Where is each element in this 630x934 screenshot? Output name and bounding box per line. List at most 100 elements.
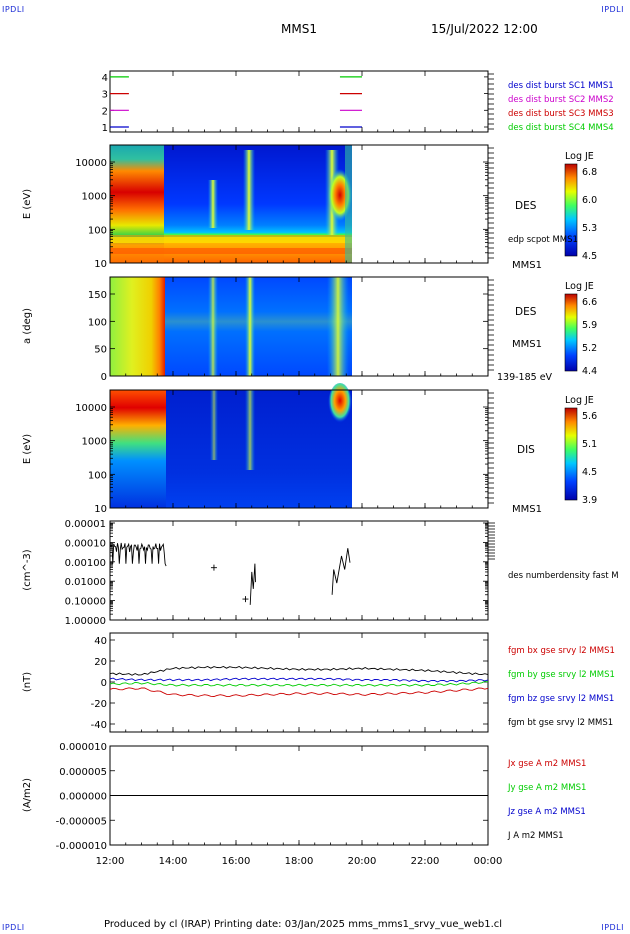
y-tick-label: 0 bbox=[101, 678, 107, 689]
y-tick-label: 100 bbox=[88, 470, 107, 481]
colorbar-tick-label: 6.0 bbox=[582, 195, 597, 206]
y-tick-label: 0.000000 bbox=[59, 792, 107, 803]
panel-frame bbox=[109, 70, 489, 133]
y-tick-label: 150 bbox=[88, 290, 107, 301]
corner-logo-top-left: IPDLI bbox=[2, 5, 25, 14]
colorbar-title: Log JE bbox=[565, 281, 594, 292]
legend-entry: des dist burst SC1 MMS1 bbox=[508, 81, 614, 91]
legend-entry: des dist burst SC4 MMS4 bbox=[508, 123, 614, 133]
y-tick-label: 0.10000 bbox=[65, 597, 106, 608]
y-tick-label: -0.000005 bbox=[56, 816, 107, 827]
x-tick-label: 22:00 bbox=[411, 856, 440, 867]
density-series-line bbox=[331, 548, 351, 595]
y-tick-label: 2 bbox=[102, 106, 108, 117]
y-tick-label: 0.000005 bbox=[59, 767, 107, 778]
y-tick-label: 1000 bbox=[82, 437, 107, 448]
instrument-label: DES bbox=[515, 200, 537, 212]
panel-frame bbox=[109, 632, 489, 733]
colorbar-tick-label: 5.3 bbox=[582, 223, 597, 234]
colorbar-tick-label: 5.6 bbox=[582, 411, 597, 422]
legend-entry: Jx gse A m2 MMS1 bbox=[507, 759, 586, 769]
colorbar-tick-label: 6.6 bbox=[582, 297, 597, 308]
density-point bbox=[210, 564, 217, 571]
colorbar-title: Log JE bbox=[565, 151, 594, 162]
y-tick-label: 1.00000 bbox=[65, 616, 106, 627]
panel-dis-energy: 10 100 1000 10000 bbox=[75, 383, 494, 515]
panel-current-density: -0.000010 -0.000005 0.000000 0.000005 0.0000… bbox=[56, 742, 489, 852]
legend-entry: des dist burst SC2 MMS2 bbox=[508, 95, 614, 105]
instrument-label: DES bbox=[515, 306, 537, 318]
panel-des-energy: 10 100 1000 10000 bbox=[75, 144, 494, 270]
y-tick-label: -0.000010 bbox=[56, 841, 107, 852]
bfield-series-line bbox=[109, 665, 489, 676]
y-tick-label: 0.01000 bbox=[65, 577, 106, 588]
y-tick-label: 0.00001 bbox=[65, 519, 106, 530]
legend-entry: Jy gse A m2 MMS1 bbox=[507, 783, 586, 793]
y-tick-label: 100 bbox=[88, 225, 107, 236]
legend-entry: Jz gse A m2 MMS1 bbox=[507, 807, 586, 817]
density-series-line bbox=[109, 542, 167, 567]
y-axis-label: E (eV) bbox=[22, 189, 33, 219]
legend-entry: des dist burst SC3 MMS3 bbox=[508, 109, 614, 119]
spacecraft-label: MMS1 bbox=[512, 339, 542, 350]
y-tick-label: 3 bbox=[102, 90, 108, 101]
corner-logo-bottom-left: IPDLI bbox=[2, 923, 25, 932]
colorbar-tick-label: 4.5 bbox=[582, 251, 597, 262]
legend-entry: fgm bt gse srvy l2 MMS1 bbox=[508, 718, 613, 728]
x-tick-label: 12:00 bbox=[96, 856, 125, 867]
colorbar-tick-label: 5.9 bbox=[582, 320, 597, 331]
y-tick-label: -40 bbox=[91, 720, 107, 731]
bfield-series-line bbox=[109, 677, 489, 683]
dis-energy-left-region bbox=[110, 390, 166, 508]
legend-entry: fgm bz gse srvy l2 MMS1 bbox=[508, 694, 614, 704]
colorbar-tick-label: 6.8 bbox=[582, 167, 597, 178]
panel-magnetic-field: -40 -20 0 20 40 bbox=[91, 632, 489, 733]
y-tick-label: 50 bbox=[94, 345, 107, 356]
footer-credits: Produced by cl (IRAP) Printing date: 03/… bbox=[104, 919, 503, 930]
colorbar-title: Log JE bbox=[565, 395, 594, 406]
x-tick-label: 00:00 bbox=[474, 856, 503, 867]
colorbar-tick-label: 4.5 bbox=[582, 467, 597, 478]
y-tick-label: 0 bbox=[101, 372, 107, 383]
y-tick-label: 0.00100 bbox=[65, 558, 106, 569]
colorbar-tick-label: 3.9 bbox=[582, 495, 597, 506]
y-tick-label: 1000 bbox=[82, 192, 107, 203]
y-tick-label: 4 bbox=[102, 73, 108, 84]
x-tick-label: 14:00 bbox=[159, 856, 188, 867]
energy-range-label: 139-185 eV bbox=[497, 372, 553, 383]
colorbar-tick-label: 5.2 bbox=[582, 343, 597, 354]
bfield-series-line bbox=[109, 680, 489, 687]
density-series-line bbox=[249, 563, 256, 605]
density-point bbox=[242, 596, 249, 603]
date-time: 15/Jul/2022 12:00 bbox=[431, 22, 538, 36]
y-tick-label: 0.000010 bbox=[59, 742, 107, 753]
corner-logo-top-right: IPDLI bbox=[601, 5, 624, 14]
y-tick-label: 10000 bbox=[75, 403, 107, 414]
page-title: MMS1 bbox=[281, 22, 317, 36]
corner-logo-bottom-right: IPDLI bbox=[601, 923, 624, 932]
y-tick-label: 40 bbox=[94, 636, 107, 647]
legend-entry: des numberdensity fast M bbox=[508, 571, 619, 581]
y-axis-label: a (deg) bbox=[22, 308, 33, 344]
y-tick-label: 1 bbox=[102, 123, 108, 134]
spacecraft-label: MMS1 bbox=[512, 260, 542, 271]
y-tick-label: 20 bbox=[94, 657, 107, 668]
colorbar-des-pitch bbox=[564, 293, 578, 372]
colorbar-tick-label: 4.4 bbox=[582, 366, 597, 377]
y-axis-label: (A/m2) bbox=[22, 778, 33, 812]
y-axis-label: (nT) bbox=[22, 672, 33, 692]
instrument-sublabel: edp scpot MMS1 bbox=[508, 235, 578, 245]
y-tick-label: -20 bbox=[91, 699, 107, 710]
legend-entry: fgm by gse srvy l2 MMS1 bbox=[508, 670, 615, 680]
colorbar-tick-label: 5.1 bbox=[582, 439, 597, 450]
y-tick-label: 0.00010 bbox=[65, 538, 106, 549]
legend-entry: J A m2 MMS1 bbox=[507, 831, 564, 841]
legend-entry: fgm bx gse srvy l2 MMS1 bbox=[508, 646, 615, 656]
y-tick-label: 10 bbox=[94, 504, 107, 515]
y-axis-label: E (eV) bbox=[22, 434, 33, 464]
spacecraft-label: MMS1 bbox=[512, 504, 542, 515]
des-pitch-left-region bbox=[110, 277, 165, 376]
x-tick-label: 20:00 bbox=[348, 856, 377, 867]
colorbar-dis-energy bbox=[564, 407, 578, 501]
y-tick-label: 10000 bbox=[75, 158, 107, 169]
